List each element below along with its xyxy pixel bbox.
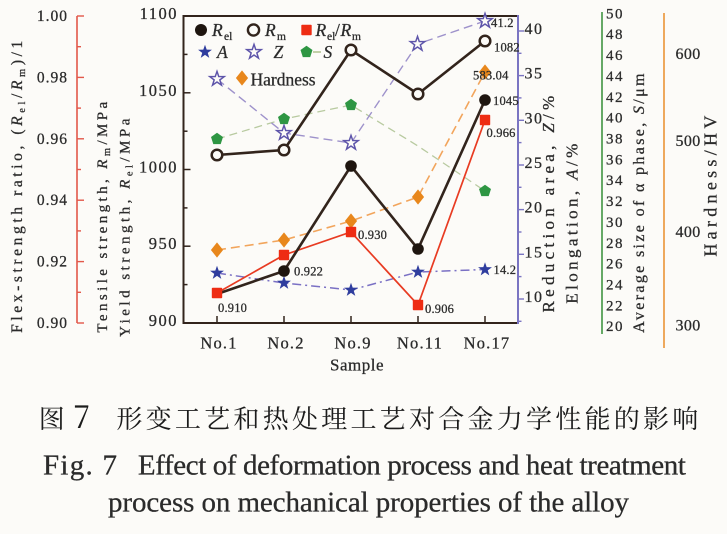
svg-text:1000: 1000 xyxy=(139,158,178,177)
svg-text:10: 10 xyxy=(525,289,544,306)
svg-text:26: 26 xyxy=(606,257,624,273)
svg-text:0.90: 0.90 xyxy=(37,315,68,332)
svg-text:600: 600 xyxy=(676,46,701,63)
svg-text:R: R xyxy=(264,20,276,40)
svg-text:25: 25 xyxy=(525,155,544,172)
svg-text:process on mechanical properti: process on mechanical properties of the … xyxy=(108,487,630,519)
svg-text:m: m xyxy=(352,31,361,43)
svg-text:15: 15 xyxy=(525,244,544,261)
svg-text:0.94: 0.94 xyxy=(37,192,68,209)
svg-text:900: 900 xyxy=(149,311,178,330)
svg-text:41.2: 41.2 xyxy=(491,16,514,30)
svg-text:Average size of α phase, S/μm: Average size of α phase, S/μm xyxy=(631,71,648,333)
svg-text:30: 30 xyxy=(525,110,544,127)
svg-text:Flex-strength ratio, (Rel/Rm)/: Flex-strength ratio, (Rel/Rm)/1 xyxy=(9,37,28,333)
svg-text:A: A xyxy=(216,42,228,62)
svg-text:/: / xyxy=(335,20,340,40)
svg-text:583.04: 583.04 xyxy=(473,69,509,83)
svg-text:Tensile strength, Rm/MPa: Tensile strength, Rm/MPa xyxy=(95,98,113,332)
svg-text:48: 48 xyxy=(606,27,624,43)
svg-text:m: m xyxy=(277,31,286,43)
svg-text:400: 400 xyxy=(676,224,701,241)
svg-text:No.11: No.11 xyxy=(397,334,443,353)
svg-text:40: 40 xyxy=(606,111,624,127)
svg-text:46: 46 xyxy=(606,48,624,64)
svg-text:el: el xyxy=(327,31,335,43)
svg-text:20: 20 xyxy=(606,319,624,335)
svg-text:24: 24 xyxy=(606,277,624,293)
svg-text:42: 42 xyxy=(606,90,624,106)
svg-text:32: 32 xyxy=(606,194,624,210)
svg-text:Elongation, A/%: Elongation, A/% xyxy=(563,140,582,303)
svg-text:el: el xyxy=(224,31,232,43)
svg-text:35: 35 xyxy=(525,66,544,83)
svg-text:1045: 1045 xyxy=(493,94,519,108)
svg-text:0.96: 0.96 xyxy=(37,131,68,148)
svg-text:0.930: 0.930 xyxy=(358,228,387,242)
svg-text:R: R xyxy=(315,20,327,40)
svg-text:0.92: 0.92 xyxy=(37,254,68,271)
svg-text:14.2: 14.2 xyxy=(494,263,517,277)
svg-text:300: 300 xyxy=(676,318,701,335)
svg-text:30: 30 xyxy=(606,215,624,231)
svg-text:Hardness: Hardness xyxy=(251,70,316,90)
svg-text:No.9: No.9 xyxy=(334,334,371,353)
svg-text:36: 36 xyxy=(606,152,624,168)
svg-text:Yield strength, Rel/MPa: Yield strength, Rel/MPa xyxy=(118,115,136,337)
svg-text:38: 38 xyxy=(606,132,624,148)
svg-text:1.00: 1.00 xyxy=(37,8,68,25)
svg-text:0.966: 0.966 xyxy=(487,126,516,140)
svg-text:1082: 1082 xyxy=(494,41,520,55)
svg-text:22: 22 xyxy=(606,298,624,314)
svg-text:44: 44 xyxy=(606,69,624,85)
svg-text:500: 500 xyxy=(676,133,701,150)
svg-text:R: R xyxy=(211,20,223,40)
svg-text:No.17: No.17 xyxy=(464,334,511,353)
svg-text:S: S xyxy=(324,42,333,62)
svg-text:Hardness/HV: Hardness/HV xyxy=(701,111,721,256)
svg-text:0.906: 0.906 xyxy=(425,302,454,316)
svg-text:20: 20 xyxy=(525,200,544,217)
svg-text:Reduction area, Z/%: Reduction area, Z/% xyxy=(539,92,558,313)
svg-text:Z: Z xyxy=(274,42,284,62)
svg-text:34: 34 xyxy=(606,173,624,189)
svg-text:40: 40 xyxy=(525,21,544,38)
svg-text:Fig. 7: Fig. 7 xyxy=(43,450,117,482)
svg-text:28: 28 xyxy=(606,236,624,252)
svg-text:No.2: No.2 xyxy=(267,334,304,353)
svg-text:Effect of deformation process: Effect of deformation process and heat t… xyxy=(138,450,686,482)
svg-text:1100: 1100 xyxy=(140,4,178,23)
svg-text:1050: 1050 xyxy=(139,81,178,100)
svg-text:R: R xyxy=(340,20,352,40)
svg-text:0.910: 0.910 xyxy=(218,301,247,315)
svg-text:50: 50 xyxy=(606,6,624,22)
svg-text:950: 950 xyxy=(149,234,178,253)
svg-text:Sample: Sample xyxy=(330,356,384,375)
svg-text:0.922: 0.922 xyxy=(294,265,323,279)
svg-text:0.98: 0.98 xyxy=(37,69,68,86)
svg-text:No.1: No.1 xyxy=(200,334,237,353)
